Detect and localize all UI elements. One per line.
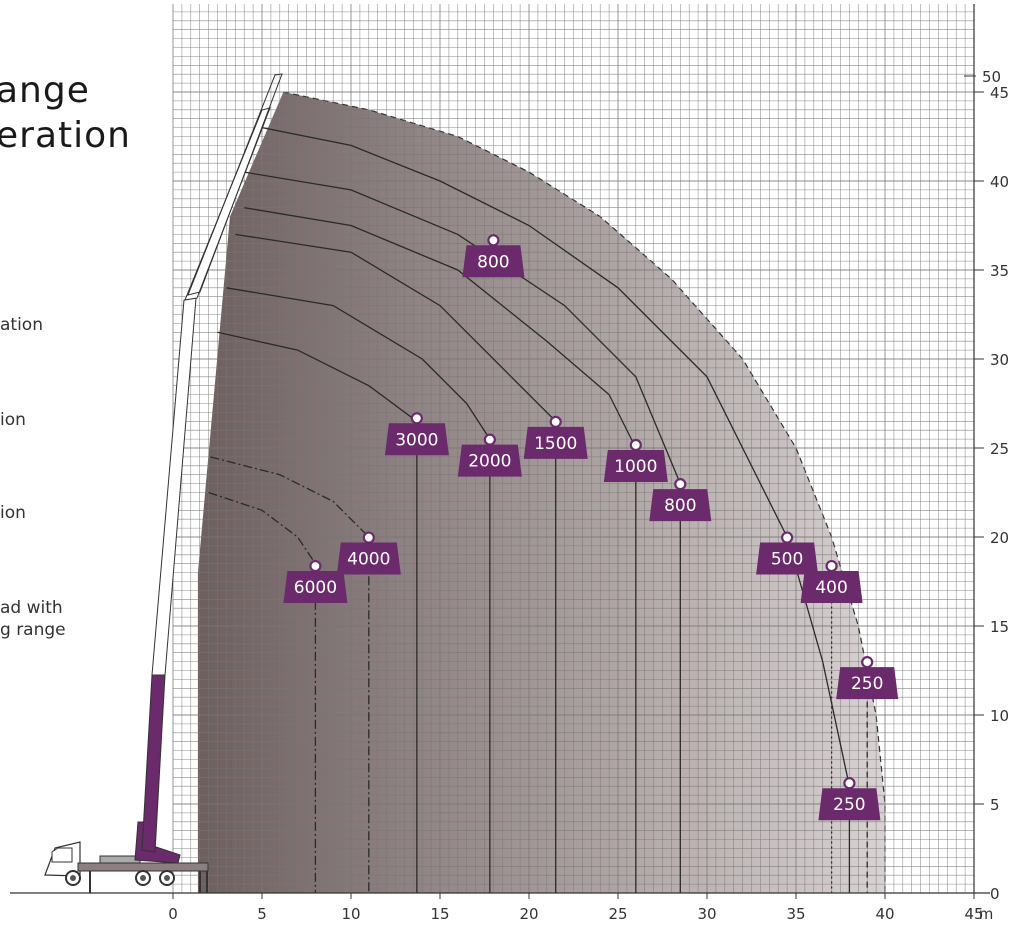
load-label: 250 [851, 674, 883, 694]
load-hook-ring [362, 531, 375, 544]
x-tick-label: 35 [786, 905, 805, 923]
title-line-2: eration [0, 115, 131, 156]
truck-hub-0 [70, 875, 76, 881]
truck-deck [99, 855, 141, 864]
load-weight-shape [818, 788, 881, 821]
load-label: 250 [833, 795, 865, 815]
load-hook-ring [309, 559, 322, 573]
load-badge-6: 500 [756, 531, 819, 575]
load-weight-shape [649, 489, 712, 522]
load-badge-10: 250 [836, 656, 899, 700]
y-tick-label: 10 [990, 707, 1009, 725]
x-tick-label: 15 [430, 905, 449, 923]
truck-hub-2 [164, 875, 170, 881]
truck-window [51, 847, 73, 863]
load-weight-shape [603, 450, 668, 482]
load-curve-7 [208, 491, 317, 893]
y-tick-label: 45 [990, 84, 1009, 102]
x-tick-label: 10 [341, 905, 360, 923]
legend-text-3: ion [0, 503, 26, 523]
load-label: 500 [771, 550, 803, 570]
load-weight-shape [462, 245, 525, 278]
load-weight-shape [336, 542, 401, 575]
load-hook-ring [629, 438, 642, 452]
x-tick-label: 45 [964, 905, 983, 923]
load-hook-ring [674, 478, 687, 491]
load-hook-ring [549, 415, 562, 428]
load-curve-3 [235, 233, 557, 893]
load-badge-1: 3000 [384, 412, 449, 456]
load-weight-shape [836, 667, 899, 700]
y-tick-label: 0 [990, 885, 1000, 903]
y-tick-label: 35 [990, 262, 1009, 280]
load-curve-5 [217, 331, 418, 893]
boom-lower [141, 674, 166, 853]
legend-text-5: g range [0, 620, 66, 640]
x-tick-label: 0 [168, 905, 178, 923]
load-badge-7: 400 [800, 559, 863, 604]
legend-text-2: ion [0, 410, 26, 430]
load-weight-shape [800, 571, 863, 604]
y-tick-label: 50 [982, 68, 1001, 86]
legend-text-4: ad with [0, 598, 63, 618]
y-tick-label: 15 [990, 618, 1009, 636]
legend-text-1: ation [0, 315, 43, 335]
load-label: 1000 [614, 457, 657, 477]
title-line-1: ange [0, 70, 90, 111]
load-hook-ring [825, 559, 838, 573]
load-badge-4: 1000 [603, 438, 668, 482]
load-label: 6000 [294, 578, 337, 598]
load-badge-9: 6000 [283, 559, 348, 604]
load-weight-shape [756, 542, 819, 575]
y-tick-label: 40 [990, 173, 1009, 191]
load-hook-ring [487, 234, 500, 247]
y-tick-label: 5 [990, 796, 1000, 814]
truck-chassis [77, 862, 209, 872]
load-weight-shape [384, 423, 449, 456]
load-curve-6 [210, 456, 370, 893]
x-tick-label: 30 [697, 905, 716, 923]
x-tick-label: 25 [608, 905, 627, 923]
load-hook-ring [483, 433, 496, 446]
x-unit-label: m [979, 905, 994, 923]
load-label: 2000 [468, 452, 511, 472]
load-label: 4000 [347, 550, 390, 570]
x-tick-label: 20 [519, 905, 538, 923]
load-label: 3000 [395, 430, 438, 450]
load-weight-shape [283, 571, 348, 604]
load-badge-0: 800 [462, 234, 525, 278]
truck-hub-1 [140, 875, 146, 881]
load-label: 1500 [534, 434, 577, 454]
y-tick-label: 25 [990, 440, 1009, 458]
load-badge-8: 4000 [336, 531, 401, 575]
load-curve-4 [226, 287, 491, 893]
load-label: 400 [815, 578, 847, 598]
load-hook-ring [843, 777, 856, 790]
load-label: 800 [664, 496, 696, 516]
load-hook-ring [780, 531, 794, 544]
load-badge-2: 2000 [457, 433, 522, 477]
load-weight-shape [457, 444, 522, 477]
y-tick-label: 30 [990, 351, 1009, 369]
load-weight-shape [523, 426, 588, 459]
x-tick-label: 5 [257, 905, 267, 923]
load-badge-5: 800 [649, 478, 712, 522]
jib [187, 73, 283, 296]
load-badge-11: 250 [818, 777, 881, 821]
load-hook-ring [410, 412, 423, 425]
boom-mid [151, 297, 197, 676]
load-hook-ring [861, 656, 874, 669]
y-tick-label: 20 [990, 529, 1009, 547]
x-tick-label: 40 [875, 905, 894, 923]
load-badge-3: 1500 [523, 415, 588, 459]
load-label: 800 [477, 252, 509, 272]
load-curve-0 [261, 126, 851, 893]
